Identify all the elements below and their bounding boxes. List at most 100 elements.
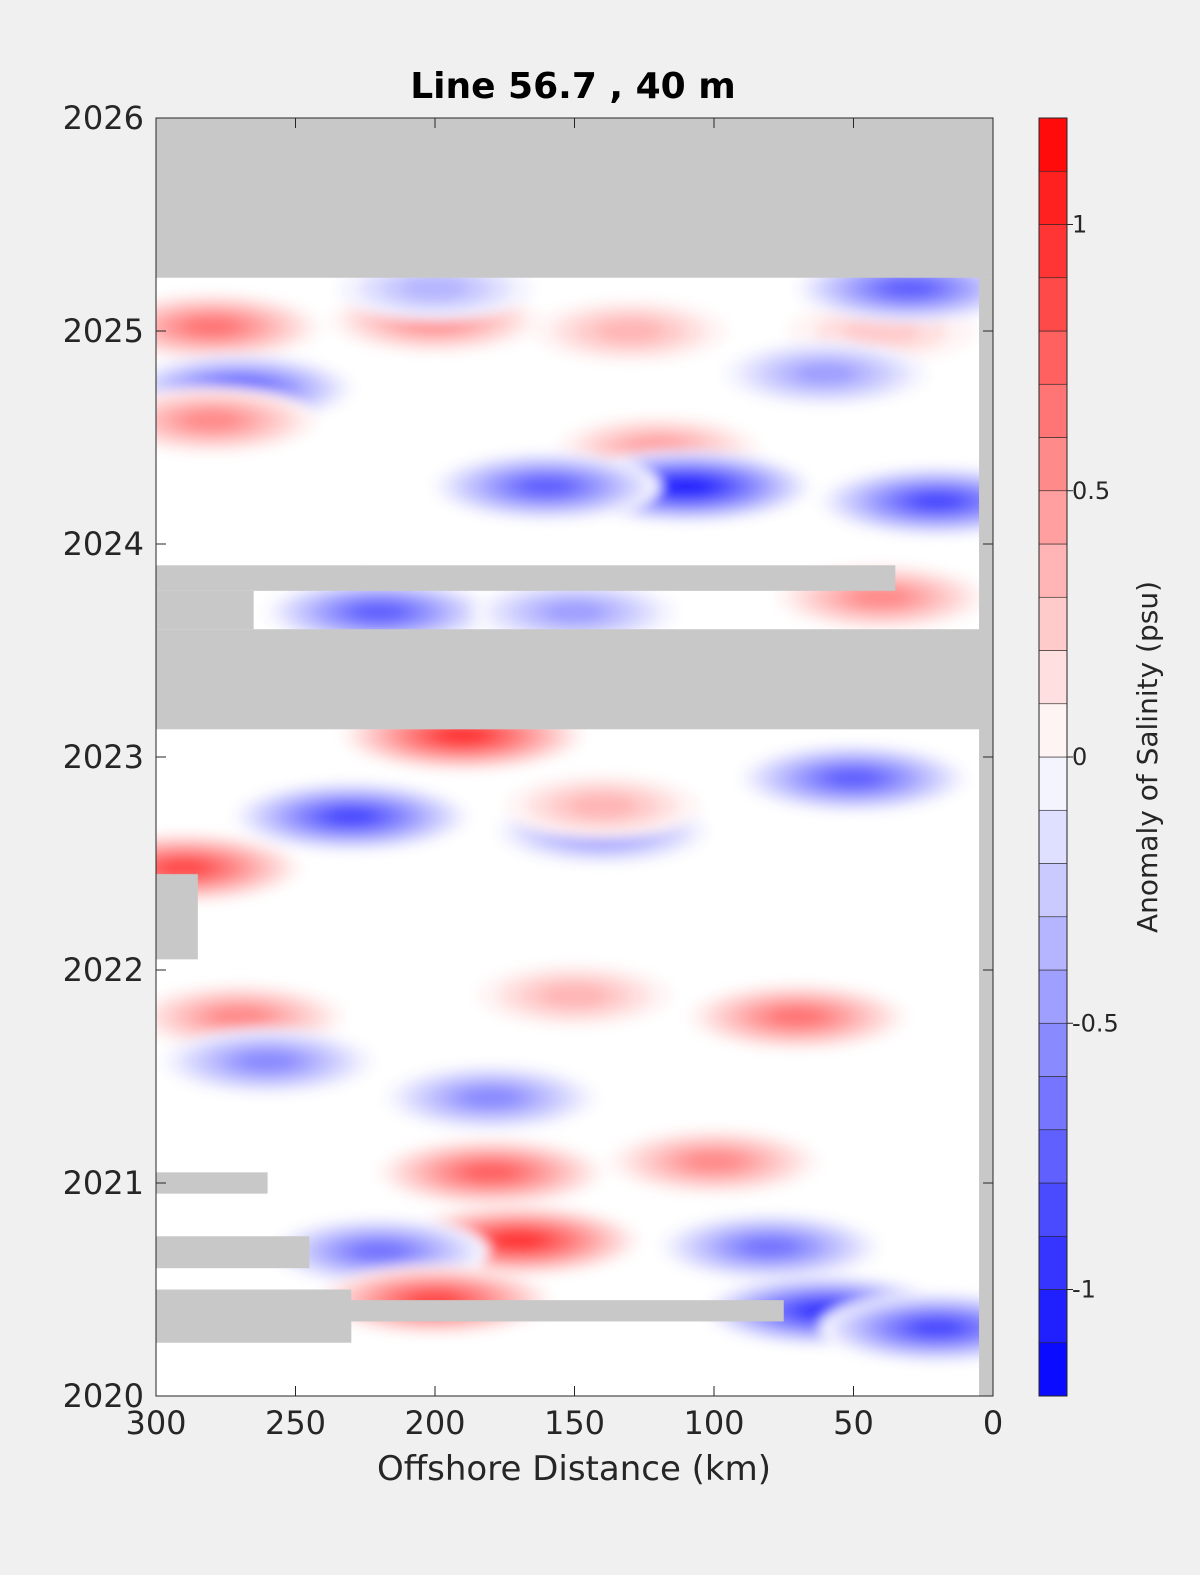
anomaly-feature [376, 1137, 605, 1208]
x-tick-label: 200 [404, 1404, 465, 1442]
anomaly-feature [659, 1212, 880, 1282]
anomaly-feature [156, 292, 322, 361]
x-tick-label: 250 [265, 1404, 326, 1442]
anomaly-contour [853, 588, 910, 607]
no-data-region [156, 1289, 352, 1343]
x-tick-label: 150 [544, 1404, 605, 1442]
anomaly-feature [476, 963, 673, 1028]
no-data-mask [156, 118, 993, 1396]
colorbar-level [1038, 1076, 1068, 1131]
colorbar-level [1038, 916, 1068, 971]
colorbar-tick-label: -1 [1072, 1276, 1096, 1304]
colorbar-level [1038, 1129, 1068, 1184]
anomaly-contour [686, 1152, 742, 1171]
colorbar-level [1038, 437, 1068, 492]
no-data-region [979, 277, 993, 1396]
x-tick-label: 300 [125, 1404, 186, 1442]
anomaly-contour [466, 1164, 516, 1181]
y-tick-label: 2020 [63, 1377, 144, 1415]
anomaly-contour [184, 411, 240, 430]
no-data-region [156, 1236, 310, 1269]
y-axis: 2020 2021 2022 2023 2024 2025 2026 [63, 99, 993, 1415]
colorbar-level [1038, 490, 1068, 545]
anomaly-contour [353, 1242, 406, 1260]
x-tick-label: 100 [683, 1404, 744, 1442]
anomaly-feature [819, 1292, 993, 1364]
colorbar-level [1038, 1289, 1068, 1344]
colorbar-level [1038, 809, 1068, 864]
x-axis: 300 250 200 150 100 50 0 [125, 118, 1003, 1442]
x-axis-label: Offshore Distance (km) [377, 1449, 771, 1489]
colorbar-level [1038, 1182, 1068, 1237]
anomaly-feature [739, 743, 968, 814]
anomaly-contour [568, 794, 636, 818]
anomaly-feature [384, 1064, 597, 1132]
colorbar-level [1038, 543, 1068, 598]
colorbar-ticks: -1 -0.5 0 0.5 1 [1067, 211, 1119, 1304]
colorbar-level [1038, 596, 1068, 651]
colorbar-tick-label: -0.5 [1072, 1009, 1119, 1037]
anomaly-contour [544, 602, 605, 622]
colorbar-label: Anomaly of Salinity (psu) [1131, 581, 1164, 933]
colorbar-level [1038, 224, 1068, 279]
anomaly-contour [521, 478, 572, 495]
y-tick-label: 2021 [63, 1164, 144, 1202]
no-data-region [156, 565, 896, 591]
anomaly-contour [439, 728, 486, 743]
colorbar-level [1038, 277, 1068, 332]
anomaly-feature [472, 579, 677, 646]
anomaly-contour [160, 860, 208, 876]
colorbar-level [1038, 863, 1068, 918]
anomaly-contour [663, 479, 709, 494]
colorbar-level [1038, 703, 1068, 758]
anomaly-feature [532, 298, 729, 364]
y-tick-label: 2022 [63, 951, 144, 989]
plot-area: 300 250 200 150 100 50 0 202020212022202320242… [63, 99, 1004, 1442]
colorbar-level [1038, 170, 1068, 225]
anomaly-contour [596, 319, 664, 343]
x-tick-label: 0 [983, 1404, 1003, 1442]
colorbar-level [1038, 1342, 1068, 1397]
anomaly-field [156, 253, 993, 1364]
anomaly-feature [819, 466, 993, 537]
colorbar-levels [1038, 117, 1068, 1397]
anomaly-feature [687, 982, 908, 1052]
anomaly-feature [265, 577, 494, 647]
anomaly-contour [401, 277, 469, 300]
y-tick-label: 2026 [63, 99, 144, 137]
anomaly-contour [828, 770, 879, 787]
y-tick-label: 2025 [63, 312, 144, 350]
anomaly-contour [354, 604, 404, 621]
anomaly-contour [795, 363, 856, 384]
anomaly-contour [842, 317, 921, 345]
colorbar-tick-label: 0 [1072, 743, 1087, 771]
anomaly-contour [913, 1320, 961, 1336]
colorbar: -1 -0.5 0 0.5 1 Anomaly of Salinity (psu) [1038, 117, 1164, 1397]
y-tick-label: 2023 [63, 738, 144, 776]
anomaly-contour [771, 1008, 824, 1026]
x-tick-label: 50 [833, 1404, 874, 1442]
colorbar-level [1038, 383, 1068, 438]
anomaly-feature [233, 781, 470, 853]
colorbar-level [1038, 1022, 1068, 1077]
colorbar-level [1038, 117, 1068, 172]
no-data-region [156, 1172, 268, 1194]
colorbar-level [1038, 1235, 1068, 1290]
anomaly-contour [327, 809, 376, 825]
anomaly-contour [913, 493, 961, 509]
anomaly-feature [161, 1027, 374, 1096]
colorbar-level [1038, 650, 1068, 705]
anomaly-contour [495, 1233, 542, 1248]
no-data-region [156, 118, 993, 278]
anomaly-feature [156, 386, 318, 455]
colorbar-level [1038, 969, 1068, 1024]
anomaly-feature [723, 340, 928, 407]
anomaly-contour [185, 318, 238, 336]
anomaly-feature [504, 773, 701, 839]
colorbar-level [1038, 330, 1068, 385]
no-data-region [156, 629, 993, 730]
anomaly-contour [212, 1007, 268, 1026]
no-data-region [156, 590, 254, 630]
anomaly-contour [239, 1052, 296, 1071]
